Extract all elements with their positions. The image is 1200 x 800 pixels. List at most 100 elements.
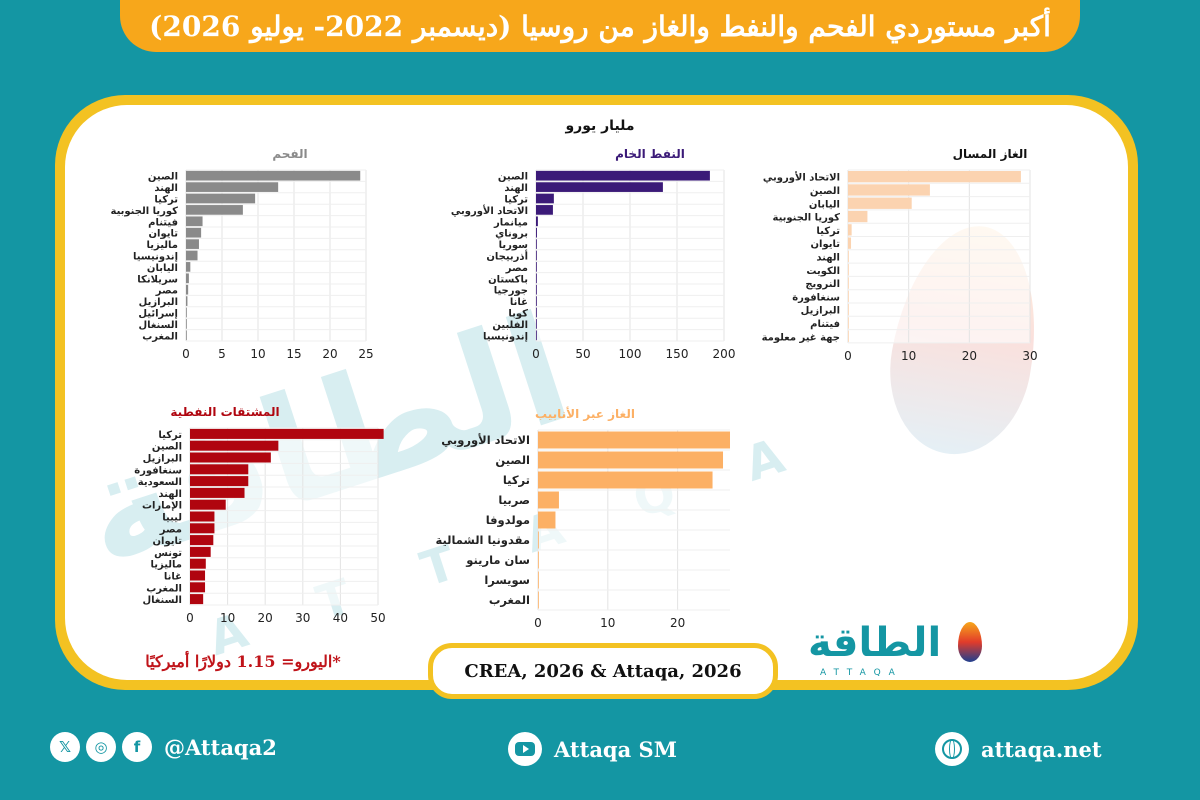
category-label: غانا [510,297,528,308]
category-label: السنغال [142,595,182,606]
bar [186,262,191,272]
globe-icon[interactable] [935,732,969,766]
category-label: الهند [158,489,182,500]
category-label: الفلبين [492,320,528,331]
tick-label: 40 [333,611,348,625]
tick-label: 20 [670,616,685,630]
bar [186,319,187,329]
category-label: جورجيا [494,286,528,297]
bar [190,546,211,557]
category-label: سان مارينو [465,553,530,568]
youtube-channel: Attaqa SM [508,732,677,766]
bar [190,558,206,569]
category-label: الاتحاد الأوروبي [763,171,840,184]
category-label: مقدونيا الشمالية [436,533,531,548]
tick-label: 20 [258,611,273,625]
attaqa-logo: الطاقة ATTAQA [808,620,988,690]
bar [536,170,710,181]
bar [186,284,189,295]
bar [848,250,849,263]
bar [190,511,215,522]
chart-pipeline-gas: الغاز عبر الأنابيب 0 10 20 الاتحاد الأوروبي ا… [436,406,730,630]
bar [536,319,537,329]
category-label: ليبيا [162,513,182,524]
category-label: الصين [498,172,528,183]
bar [848,277,849,289]
youtube-label[interactable]: Attaqa SM [554,736,677,762]
bar [186,296,188,306]
tick-label: 50 [370,611,385,625]
bar [538,471,713,489]
bar [190,487,245,498]
category-label: المغرب [146,583,182,594]
category-label: مصر [155,286,178,297]
category-label: ميانمار [493,217,528,228]
unit-label: مليار يورو [565,118,635,134]
category-label: السعودية [138,477,182,488]
bar [536,193,554,204]
website-label[interactable]: attaqa.net [981,736,1102,762]
category-label: اليابان [147,263,178,274]
tick-label: 10 [220,611,235,625]
tick-label: 20 [322,347,337,361]
title-banner: أكبر مستوردي الفحم والنفط والغاز من روسي… [120,0,1080,52]
category-label: إندونيسيا [133,252,178,263]
bar [538,531,539,549]
category-label: سريلانكا [137,274,178,285]
bar [190,476,249,487]
bar [190,464,249,475]
bar [538,551,539,569]
tick-label: 0 [182,347,190,361]
tick-label: 0 [532,347,540,361]
category-label: فيتنام [810,319,840,330]
category-label: إسرائيل [138,309,178,320]
category-label: ماليزيا [146,240,178,251]
bar [186,216,203,227]
bar [190,428,384,439]
category-label: تايوان [811,239,841,250]
category-label: سويسرا [484,573,530,588]
bar [848,210,868,223]
tick-label: 5 [218,347,226,361]
category-label: الصين [495,453,530,467]
category-label: المغرب [489,593,530,607]
category-label: غانا [164,572,182,583]
bar [536,273,537,284]
category-label: الاتحاد الأوروبي [441,433,530,448]
facebook-icon[interactable]: f [122,732,152,762]
bar [536,182,663,192]
bar [538,511,556,529]
bar [848,224,852,236]
tick-label: 150 [666,347,689,361]
category-label: كوبا [508,309,528,320]
chart-title: النفط الخام [615,147,685,162]
category-label: تايوان [153,536,183,547]
tick-label: 100 [619,347,642,361]
category-label: البرازيل [143,454,182,465]
category-label: جهة غير معلومة [762,332,840,343]
category-label: السنغال [138,320,178,331]
chart-lng: الغاز المسال 0 10 20 30 الاتحاد الأوروبي الصين… [762,147,1038,363]
category-label: تركيا [158,430,182,441]
bar [186,273,189,284]
category-label: أذربيجان [486,250,528,263]
source-badge: CREA, 2026 & Attaqa, 2026 [428,643,778,699]
category-label: الهند [816,252,840,263]
bar [190,535,214,546]
category-label: تركيا [503,473,530,487]
category-label: ماليزيا [150,560,182,571]
chart-title: الغاز المسال [953,147,1028,161]
instagram-icon[interactable]: ◎ [86,732,116,762]
plot-area [848,170,1030,343]
category-label: المغرب [142,331,178,342]
logo-drop-icon [958,622,982,662]
bar [186,250,198,261]
bar [190,594,204,605]
category-label: الصين [152,442,182,453]
youtube-icon[interactable] [508,732,542,766]
social-handle[interactable]: @Attaqa2 [164,734,277,760]
x-icon[interactable]: 𝕏 [50,732,80,762]
bar [536,330,537,341]
bar [536,205,553,215]
tick-label: 25 [358,347,373,361]
